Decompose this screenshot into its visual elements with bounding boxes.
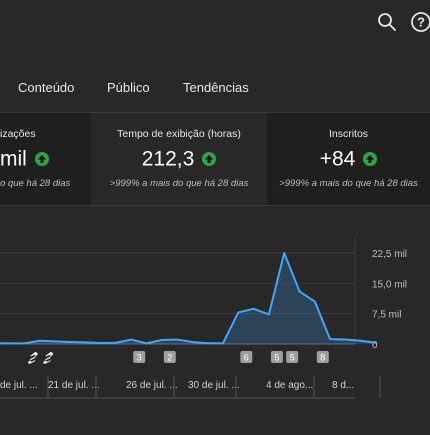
cards-divider (0, 205, 430, 206)
svg-text:?: ? (417, 15, 425, 30)
marker-badge (316, 351, 329, 363)
arrow-up-icon (202, 152, 217, 167)
metric-value-text: 212,3 (141, 147, 195, 171)
views-chart: 22,5 mil 15,0 mil 7,5 mil 0 3 2 6 5 5 8 de jul. ..… (0, 205, 430, 430)
marker-badge (163, 351, 176, 363)
marker-label: 2 (167, 353, 172, 363)
marker-label: 3 (137, 353, 142, 363)
metric-subtitle: >999% a mais do que há 28 dias (109, 178, 249, 189)
x-tick-label: 4 de ago... (266, 380, 313, 391)
x-tick-label: 8 d... (332, 380, 354, 391)
shorts-icon (27, 352, 38, 364)
shorts-shape (43, 352, 54, 364)
marker-badge (270, 351, 283, 363)
tab-publico[interactable]: Público (107, 80, 150, 95)
tab-tendencias[interactable]: Tendências (183, 80, 249, 95)
metric-subtitle: o que há 28 dias (0, 178, 71, 189)
metric-subtitle: >999% a mais do que há 28 dias (279, 178, 418, 189)
x-tick-label: de jul. ... (0, 380, 38, 391)
arrow-up-icon (34, 152, 49, 167)
metric-value: mil (0, 147, 49, 171)
marker-label: 5 (290, 353, 295, 363)
arrow-up-icon (363, 152, 378, 167)
metric-value-text: +84 (319, 147, 356, 171)
x-tick-label: 30 de jul. ... (188, 380, 240, 391)
shorts-shape (27, 352, 38, 364)
marker-label: 8 (320, 353, 325, 363)
metric-value: 212,3 (91, 147, 267, 171)
help-icon[interactable]: ? (410, 11, 430, 33)
tabs-divider (0, 112, 430, 113)
metric-title: izações (0, 128, 36, 140)
marker-badge (240, 351, 253, 363)
metric-value: +84 (267, 147, 430, 171)
views-line (0, 252, 377, 345)
x-tick-label: 21 de jul. ... (48, 380, 100, 391)
x-tick-label: 26 de jul. ... (126, 380, 178, 391)
y-tick-label: 15,0 mil (372, 279, 407, 290)
metric-title: Inscritos (328, 128, 369, 140)
y-tick-label: 7,5 mil (372, 310, 401, 321)
metric-card-watch-time[interactable]: Tempo de exibição (horas) 212,3 >999% a … (91, 113, 267, 205)
search-icon[interactable] (377, 12, 397, 32)
tab-conteudo[interactable]: Conteúdo (18, 80, 75, 95)
marker-badge (133, 351, 146, 363)
metric-card-views[interactable]: izações mil o que há 28 dias (0, 113, 91, 205)
marker-label: 5 (274, 353, 279, 363)
shorts-icon (43, 352, 54, 364)
metric-cards: izações mil o que há 28 dias Tempo de ex… (0, 113, 430, 205)
chart-svg: 22,5 mil 15,0 mil 7,5 mil 0 3 2 6 5 5 8 de jul. ..… (0, 236, 407, 399)
marker-badge (286, 351, 299, 363)
metric-title: Tempo de exibição (horas) (117, 128, 241, 140)
marker-label: 6 (244, 353, 249, 363)
metric-card-subscribers[interactable]: Inscritos +84 >999% a mais do que há 28 … (267, 113, 430, 205)
metric-value-text: mil (0, 147, 27, 171)
top-bar: ? (0, 0, 430, 46)
views-area (0, 253, 376, 344)
analytics-tabs: Conteúdo Público Tendências (0, 70, 430, 108)
y-tick-label: 22,5 mil (372, 249, 407, 260)
y-tick-label: 0 (372, 340, 378, 351)
